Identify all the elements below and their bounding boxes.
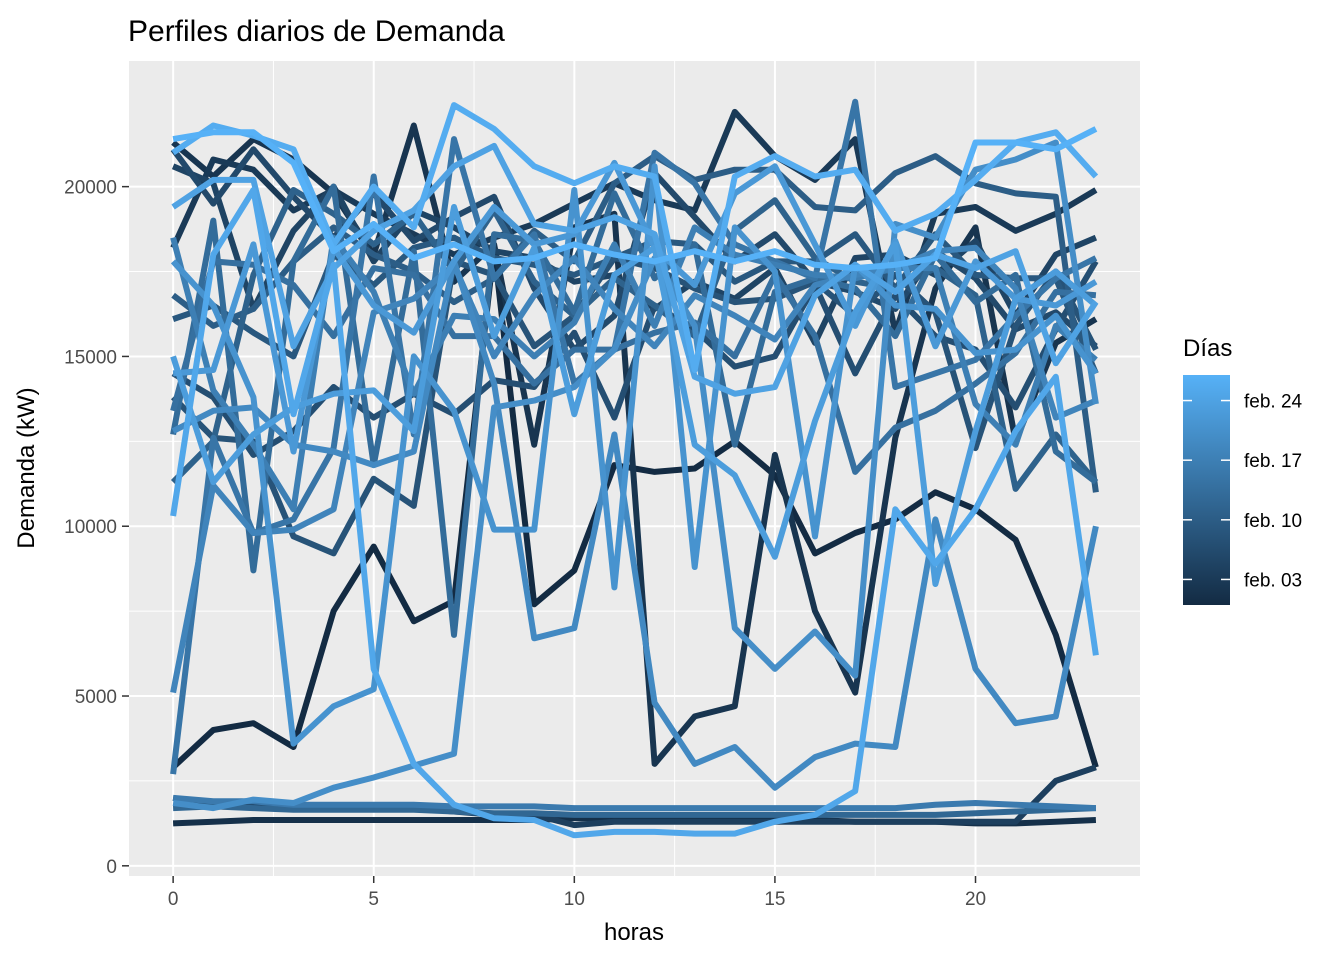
x-axis: 0 5 10 15 20 (168, 876, 986, 910)
series-line-day-13 (170, 183, 1098, 638)
x-axis-title: horas (604, 919, 664, 946)
x-tick-label: 10 (564, 889, 585, 910)
y-tick-label: 20000 (64, 178, 117, 199)
series-line-day-14 (170, 258, 1097, 475)
series-layer (170, 98, 1099, 839)
series-line-day-25 (170, 187, 1099, 839)
y-tick-label: 5000 (75, 687, 117, 708)
series-line-day-15 (170, 98, 1098, 775)
legend-ticks: feb. 24 feb. 17 feb. 10 feb. 03 (1183, 392, 1303, 591)
y-tick-label: 15000 (64, 347, 117, 368)
legend-label: feb. 03 (1244, 570, 1302, 591)
chart-title: Perfiles diarios de Demanda (128, 15, 505, 48)
series-line-day-18 (170, 244, 1098, 694)
series-line-day-20 (172, 139, 1099, 812)
x-tick-label: 20 (965, 889, 986, 910)
series-line-day-21 (170, 163, 1099, 747)
y-axis-title: Demanda (kW) (13, 387, 40, 548)
legend-label: feb. 24 (1244, 392, 1303, 413)
legend-title: Días (1183, 335, 1232, 362)
legend-label: feb. 10 (1244, 511, 1302, 532)
y-axis: 0 5000 10000 15000 20000 (64, 178, 129, 878)
series-line-day-16 (172, 794, 1097, 812)
y-tick-label: 10000 (64, 517, 117, 538)
legend: Días feb. 24 feb. 17 feb. 10 feb. 03 (1183, 335, 1303, 605)
legend-colorbar (1183, 375, 1230, 605)
x-tick-label: 0 (168, 889, 179, 910)
series-line-day-19 (171, 258, 1099, 791)
x-tick-label: 15 (764, 889, 785, 910)
series-line-day-12 (172, 803, 1097, 818)
x-tick-label: 5 (368, 889, 379, 910)
series-line-day-27 (172, 126, 1098, 272)
y-tick-label: 0 (106, 857, 117, 878)
legend-label: feb. 17 (1244, 451, 1302, 472)
series-line-day-2 (171, 122, 1098, 767)
series-line-day-26 (171, 102, 1099, 373)
